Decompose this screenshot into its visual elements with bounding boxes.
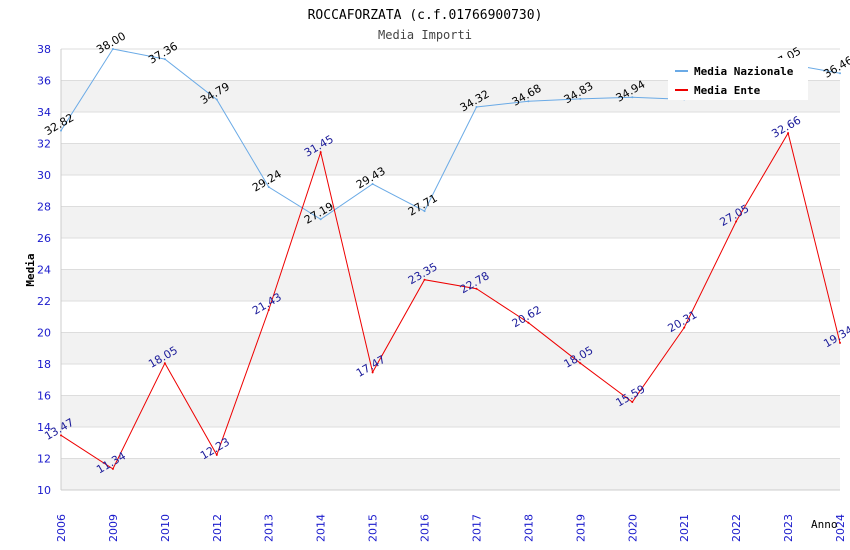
grid-bands [60, 48, 840, 491]
x-tick-label: 2019 [574, 514, 587, 542]
data-point [839, 341, 841, 344]
data-point [475, 287, 478, 290]
grid-band [61, 112, 840, 144]
data-point [579, 362, 582, 365]
data-point [423, 278, 426, 281]
y-axis-label: Media [24, 253, 37, 286]
data-point [163, 58, 166, 61]
legend: Media Nazionale Media Ente [668, 58, 808, 100]
grid-band [61, 175, 840, 207]
data-point [527, 321, 530, 324]
data-point [267, 185, 270, 188]
y-tick-label: 26 [37, 232, 51, 245]
legend-label: Media Nazionale [694, 65, 794, 78]
data-point [111, 48, 114, 50]
grid-band [61, 364, 840, 396]
chart-title: ROCCAFORZATA (c.f.01766900730) [308, 8, 543, 23]
y-tick-label: 20 [37, 327, 51, 340]
grid-band [61, 427, 840, 459]
grid-band [61, 301, 840, 333]
x-tick-label: 2022 [730, 514, 743, 542]
legend-box [668, 58, 808, 100]
y-tick-label: 28 [37, 201, 51, 214]
x-tick-label: 2017 [470, 514, 483, 542]
grid-band [61, 269, 840, 301]
grid-band [61, 458, 840, 490]
data-point [319, 218, 322, 221]
series-line [60, 131, 841, 470]
x-tick-label: 2014 [315, 514, 328, 542]
data-point [631, 400, 634, 403]
data-point [475, 105, 478, 108]
data-point [735, 220, 738, 223]
x-tick-label: 2023 [782, 514, 795, 542]
x-tick-label: 2020 [626, 514, 639, 542]
data-point [839, 72, 841, 75]
x-axis: 2006 2009 2010 2012 2013 2014 2015 2016 2017 2018… [55, 514, 847, 542]
y-tick-label: 22 [37, 295, 51, 308]
y-tick-label: 16 [37, 390, 51, 403]
x-tick-label: 2012 [211, 514, 224, 542]
data-point [319, 151, 322, 154]
grid-band [61, 395, 840, 427]
chart-subtitle: Media Importi [378, 28, 472, 42]
data-point [215, 98, 218, 101]
y-tick-label: 14 [37, 421, 51, 434]
x-tick-label: 2010 [159, 514, 172, 542]
x-tick-label: 2016 [419, 514, 432, 542]
y-tick-label: 36 [37, 75, 51, 88]
grid-band [61, 332, 840, 364]
legend-label: Media Ente [694, 84, 761, 97]
data-point [215, 453, 218, 456]
y-tick-label: 38 [37, 43, 51, 56]
data-point [423, 210, 426, 213]
x-tick-label: 2021 [678, 514, 691, 542]
data-point [60, 129, 62, 132]
grid-band [61, 238, 840, 270]
x-tick-label: 2018 [522, 514, 535, 542]
y-axis: 10 12 14 16 18 20 22 24 26 28 30 32 34 36 38 [37, 43, 51, 497]
y-tick-label: 34 [37, 106, 51, 119]
y-tick-label: 24 [37, 264, 51, 277]
x-tick-label: 2015 [367, 514, 380, 542]
x-tick-label: 2006 [55, 514, 68, 542]
data-point [111, 467, 114, 470]
y-tick-label: 12 [37, 453, 51, 466]
data-point [371, 182, 374, 185]
y-tick-label: 32 [37, 138, 51, 151]
data-point [787, 132, 790, 135]
data-point [683, 326, 686, 329]
grid-band [61, 206, 840, 238]
data-point [60, 434, 62, 437]
x-tick-label: 2024 [834, 514, 847, 542]
y-tick-label: 10 [37, 484, 51, 497]
data-point [371, 371, 374, 374]
x-tick-label: 2013 [263, 514, 276, 542]
x-tick-label: 2009 [107, 514, 120, 542]
x-axis-label: Anno [811, 518, 838, 531]
data-point [163, 362, 166, 365]
data-point [527, 100, 530, 103]
data-point [631, 96, 634, 99]
data-point [267, 308, 270, 311]
y-tick-label: 18 [37, 358, 51, 371]
y-tick-label: 30 [37, 169, 51, 182]
data-point [579, 97, 582, 100]
